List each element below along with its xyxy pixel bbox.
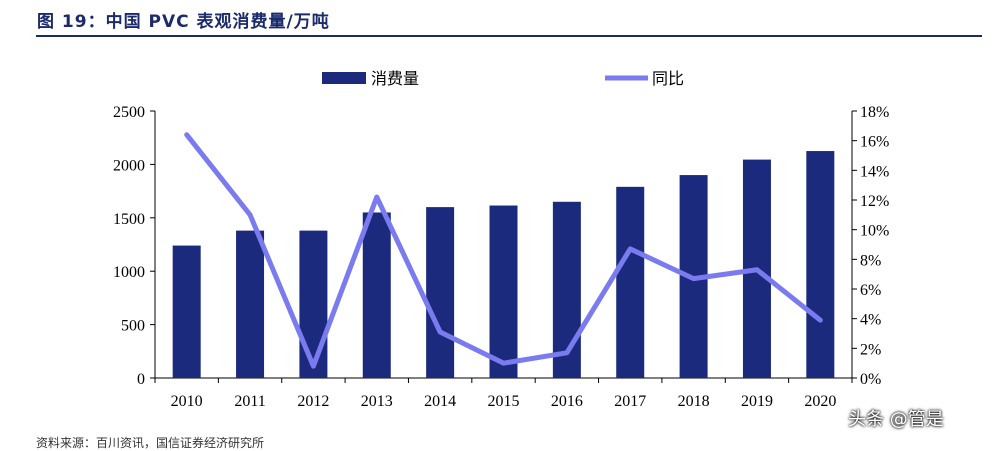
bar-2010 <box>172 245 201 378</box>
x-tick-label: 2013 <box>361 393 393 410</box>
bar-2014 <box>426 207 455 378</box>
left-tick-label: 500 <box>121 318 145 335</box>
legend-bar-label: 消费量 <box>371 69 419 88</box>
yoy-point-2020 <box>819 319 821 321</box>
x-tick-label: 2017 <box>614 393 646 410</box>
right-tick-label: 14% <box>860 163 889 180</box>
yoy-point-2019 <box>756 269 758 271</box>
yoy-point-2012 <box>312 365 314 367</box>
yoy-point-2010 <box>186 134 188 136</box>
right-tick-label: 12% <box>860 193 889 210</box>
right-tick-label: 4% <box>860 312 881 329</box>
title-rule <box>36 35 982 37</box>
x-tick-label: 2015 <box>488 393 520 410</box>
x-tick-label: 2020 <box>804 393 836 410</box>
left-tick-label: 2000 <box>113 157 145 174</box>
right-tick-label: 18% <box>860 104 889 121</box>
x-tick-label: 2018 <box>678 393 710 410</box>
yoy-point-2011 <box>249 214 251 216</box>
x-tick-label: 2011 <box>234 393 265 410</box>
figure-title: 图 19：中国 PVC 表观消费量/万吨 <box>37 12 330 32</box>
watermark: 头条 @管是 <box>848 409 944 430</box>
yoy-point-2017 <box>629 248 631 250</box>
x-tick-label: 2016 <box>551 393 583 410</box>
x-tick-label: 2019 <box>741 393 773 410</box>
bar-2020 <box>806 151 835 378</box>
x-tick-label: 2010 <box>171 393 203 410</box>
right-tick-label: 6% <box>860 282 881 299</box>
yoy-point-2014 <box>439 331 441 333</box>
yoy-point-2013 <box>376 196 378 198</box>
left-tick-label: 0 <box>137 371 145 388</box>
bar-2013 <box>362 212 391 378</box>
yoy-point-2018 <box>693 278 695 280</box>
legend-line-label: 同比 <box>652 69 684 88</box>
right-tick-label: 2% <box>860 341 881 358</box>
yoy-point-2015 <box>503 362 504 364</box>
legend-bar-swatch <box>322 72 366 84</box>
bar-2017 <box>616 186 645 378</box>
bar-2012 <box>299 230 328 378</box>
x-tick-label: 2014 <box>424 393 456 410</box>
right-tick-label: 16% <box>860 134 889 151</box>
right-tick-label: 10% <box>860 223 889 240</box>
left-tick-label: 2500 <box>113 104 145 121</box>
x-tick-label: 2012 <box>297 393 329 410</box>
right-tick-label: 8% <box>860 252 881 269</box>
left-tick-label: 1500 <box>113 211 145 228</box>
bar-2015 <box>489 205 518 378</box>
right-tick-label: 0% <box>860 371 881 388</box>
bar-2011 <box>236 230 265 378</box>
left-tick-label: 1000 <box>113 264 145 281</box>
yoy-point-2016 <box>566 352 568 354</box>
